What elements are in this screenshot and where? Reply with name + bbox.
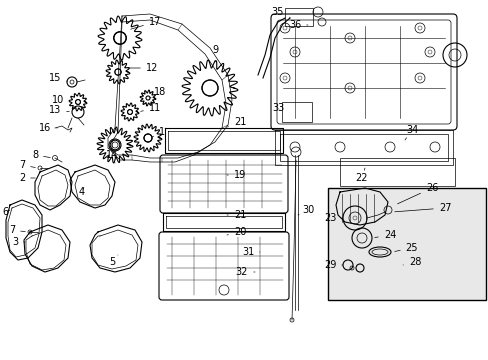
Text: 25: 25 (394, 243, 417, 253)
Text: 24: 24 (374, 230, 395, 240)
Text: 14: 14 (106, 150, 118, 163)
Text: 19: 19 (226, 170, 245, 180)
Text: 23: 23 (323, 213, 342, 223)
Text: 20: 20 (226, 227, 245, 237)
Text: 1: 1 (152, 127, 165, 137)
Text: 15: 15 (49, 73, 67, 83)
Text: 21: 21 (227, 117, 245, 127)
Text: 33: 33 (271, 103, 284, 113)
Text: 21: 21 (226, 210, 245, 220)
Text: 13: 13 (49, 105, 69, 115)
Text: 30: 30 (297, 205, 313, 215)
Text: 8: 8 (32, 150, 50, 160)
Text: 29: 29 (323, 260, 342, 270)
Text: 7: 7 (9, 225, 25, 235)
Text: 12: 12 (127, 63, 158, 73)
Text: 34: 34 (404, 125, 417, 140)
Text: 17: 17 (130, 17, 161, 29)
Text: 16: 16 (39, 123, 57, 133)
Bar (282, 102, 311, 122)
Text: 9: 9 (211, 45, 218, 62)
Text: 22: 22 (355, 168, 367, 183)
Text: 27: 27 (394, 203, 450, 213)
Bar (327, 188, 485, 300)
Text: 3: 3 (12, 237, 25, 247)
Text: 5: 5 (109, 255, 118, 267)
Bar (339, 158, 454, 186)
Bar (285, 8, 312, 26)
Text: 6: 6 (2, 207, 10, 217)
Text: 35: 35 (271, 7, 289, 18)
Text: 32: 32 (235, 267, 254, 277)
Text: 2: 2 (19, 173, 35, 183)
Text: 11: 11 (141, 103, 161, 113)
Text: 36: 36 (288, 20, 307, 30)
Text: 10: 10 (52, 95, 70, 105)
Text: 28: 28 (402, 257, 420, 267)
Text: 4: 4 (79, 187, 85, 197)
Text: 26: 26 (397, 183, 437, 204)
Text: 7: 7 (19, 160, 35, 170)
Text: 18: 18 (150, 87, 166, 98)
Text: 31: 31 (242, 247, 260, 257)
